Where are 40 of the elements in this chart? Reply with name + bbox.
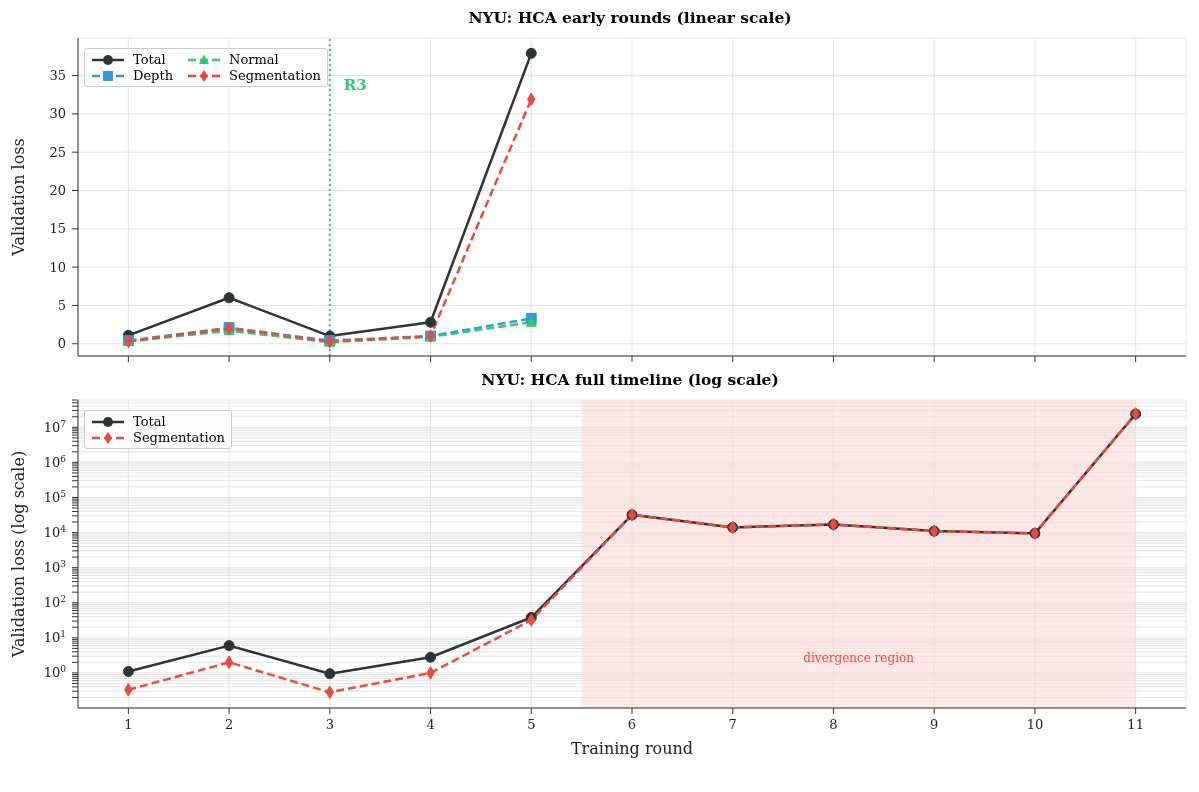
legend-label: Normal [229,52,279,67]
chart-title: NYU: HCA early rounds (linear scale) [467,8,793,29]
y-tick-label: 10$^{5}$ [43,489,67,506]
y-tick-label: 0 [57,336,66,352]
y-tick-label: 10$^{4}$ [43,524,67,541]
legend-label: Total [133,52,166,67]
chart-title: NYU: HCA full timeline (log scale) [480,370,780,391]
y-tick-label: 10$^{3}$ [43,559,67,576]
x-axis-title: Training round [570,739,694,758]
x-tick-label: 4 [426,717,435,733]
x-tick-label: 5 [527,717,536,733]
legend-label: Total [133,414,166,429]
y-tick-label: 10$^{7}$ [43,418,67,435]
x-tick-label: 7 [728,717,737,733]
x-tick-label: 10 [1026,717,1044,733]
band-label: divergence region [803,651,915,665]
y-tick-label: 35 [49,68,66,84]
ref-line-label: R3 [343,76,367,94]
y-axis-title: Validation loss (log scale) [8,450,28,659]
y-tick-label: 15 [49,221,66,237]
x-tick-label: 1 [124,717,133,733]
x-tick-label: 11 [1127,717,1144,733]
y-axis-title: Validation loss [8,138,28,257]
x-tick-label: 8 [829,717,838,733]
y-tick-label: 10$^{1}$ [43,629,66,646]
y-tick-label: 30 [49,106,66,122]
x-tick-label: 3 [325,717,334,733]
y-tick-label: 20 [49,183,66,199]
x-tick-label: 6 [627,717,637,733]
y-tick-label: 10$^{6}$ [43,453,67,470]
y-tick-label: 5 [57,297,66,313]
y-tick-label: 10$^{0}$ [43,664,67,681]
x-tick-label: 9 [930,717,939,733]
y-tick-label: 10$^{2}$ [43,594,66,611]
legend-label: Segmentation [229,68,321,83]
y-tick-label: 10 [49,259,66,275]
y-tick-label: 25 [49,144,66,160]
x-tick-label: 2 [224,717,234,733]
legend-label: Segmentation [133,430,225,445]
legend-label: Depth [133,68,174,83]
